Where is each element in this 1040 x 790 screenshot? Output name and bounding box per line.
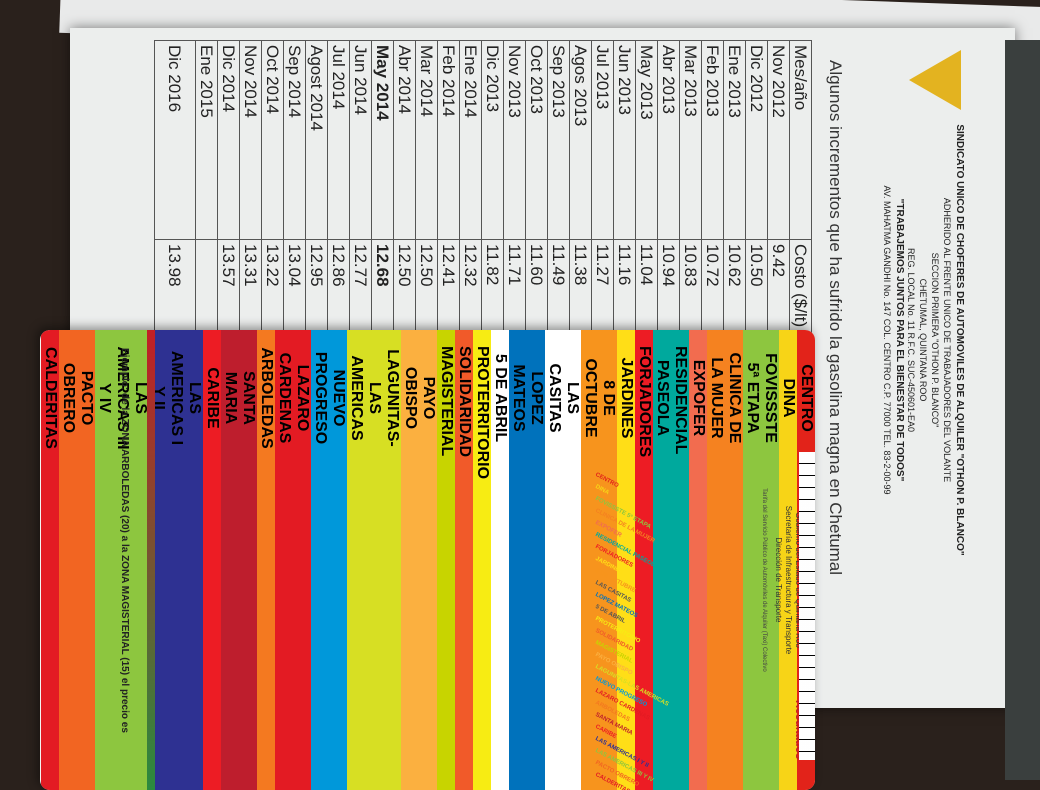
zone-name: ARBOLEDAS xyxy=(258,347,275,449)
zone-row: PROTERRITORIO xyxy=(473,330,815,790)
zone-row: CALDERITAS xyxy=(41,330,815,790)
month-cell: Jun 2014 xyxy=(349,40,372,240)
month-cell: Agost 2014 xyxy=(305,40,328,240)
month-cell: Dic 2016 xyxy=(154,40,196,240)
zone-name: 8 DE OCTUBRE xyxy=(582,358,617,438)
zone-name: LAS AMERICAS I Y II xyxy=(150,350,203,446)
zone-name: SANTA MARIA xyxy=(222,371,257,425)
zone-row: CLINICA DE LA MUJER xyxy=(707,330,815,790)
month-cell: Oct 2013 xyxy=(525,40,548,240)
document-title: Algunos incrementos que ha sufrido la ga… xyxy=(826,60,845,576)
month-cell: Mar 2013 xyxy=(679,40,702,240)
month-cell: Dic 2014 xyxy=(217,40,240,240)
zone-row: NUEVO PROGRESO xyxy=(311,330,815,790)
zone-name: LAZARO CARDENAS xyxy=(276,352,311,444)
zone-name: LOPEZ MATEOS xyxy=(510,364,545,432)
zone-name: LAS CASITAS xyxy=(546,363,581,433)
month-cell: May 2013 xyxy=(635,40,658,240)
month-cell: Ene 2014 xyxy=(459,40,482,240)
zone-row: ARBOLEDAS xyxy=(257,330,815,790)
zone-row: LAGUNITAS-LAS AMERICAS xyxy=(347,330,815,790)
zone-row: PAYO OBISPO xyxy=(401,330,815,790)
month-cell: Jun 2013 xyxy=(613,40,636,240)
month-cell: Feb 2013 xyxy=(701,40,724,240)
header-line: AV. MAHATMA GANDHI No. 147 COL. CENTRO C… xyxy=(882,185,892,495)
zone-name: FORJADORES xyxy=(636,346,653,458)
zone-row: LAS CASITAS xyxy=(545,330,815,790)
zone-row: LAZARO CARDENAS xyxy=(275,330,815,790)
zone-name: RESIDENCIAL PASEOLA xyxy=(654,346,689,455)
zone-name: SOLIDARIDAD xyxy=(456,346,473,458)
zone-row: RESIDENCIAL PASEOLA xyxy=(653,330,815,790)
header-line: SECCION PRIMERA "OTHON P. BLANCO" xyxy=(930,252,940,428)
month-cell: Nov 2012 xyxy=(767,40,790,240)
header-line: ADHERIDO AL FRENTE UNICO DE TRABAJADORES… xyxy=(942,197,952,483)
fare-card: Gobierno del Estado de Quintana RooSecre… xyxy=(40,330,815,790)
zone-row: CARIBE xyxy=(203,330,815,790)
month-cell: Jul 2013 xyxy=(591,40,614,240)
zone-row: MAGISTERIAL xyxy=(437,330,815,790)
zone-name: PAYO OBISPO xyxy=(402,366,437,430)
month-cell: Feb 2014 xyxy=(437,40,460,240)
zone-name: MAGISTERIAL xyxy=(438,346,455,457)
header-line: CHETUMAL, QUINTANA ROO xyxy=(918,278,928,402)
month-cell: May 2014 xyxy=(371,40,394,240)
zone-row: SANTA MARIA xyxy=(221,330,815,790)
month-cell: Mes/año xyxy=(789,40,812,240)
month-cell: Mar 2014 xyxy=(415,40,438,240)
zone-name: LAGUNITAS-LAS AMERICAS xyxy=(348,349,401,447)
card-tariff: Tarifa del Servicio Público de Automóvil… xyxy=(761,488,767,672)
government-line: Dirección de Transporte xyxy=(774,537,783,623)
month-cell: Nov 2013 xyxy=(503,40,526,240)
government-line: Secretaría de Infraestructura y Transpor… xyxy=(784,505,793,655)
zone-name: FOVISSSTE 5ª ETAPA xyxy=(744,353,779,443)
month-cell: Sep 2013 xyxy=(547,40,570,240)
zone-row: LOPEZ MATEOS xyxy=(509,330,815,790)
month-cell: Sep 2014 xyxy=(283,40,306,240)
month-cell: Dic 2012 xyxy=(745,40,768,240)
zone-row: SOLIDARIDAD xyxy=(455,330,815,790)
card-example: Ejemplo: de la ZONA ARBOLEDAS (20) a la … xyxy=(119,348,130,733)
month-cell: Oct 2014 xyxy=(261,40,284,240)
header-line: REG. LOCAL No. 11 R.F.C. SUC-450601-EA0 xyxy=(906,247,916,433)
zone-name: DINA xyxy=(780,378,797,418)
month-cell: Nov 2014 xyxy=(239,40,262,240)
fare-cells xyxy=(799,452,815,760)
card-stripe xyxy=(147,330,155,790)
zone-name: EXPOFER xyxy=(690,359,707,437)
zone-name: CALDERITAS xyxy=(42,347,59,449)
month-cell: Jul 2014 xyxy=(327,40,350,240)
zone-row: LAS AMERICAS I Y II xyxy=(149,330,815,790)
header-line: "TRABAJEMOS JUNTOS PARA EL BIENESTAR DE … xyxy=(894,198,905,482)
zone-name: CLINICA DE LA MUJER xyxy=(708,352,743,444)
month-cell: Abr 2014 xyxy=(393,40,416,240)
zone-name: CENTRO xyxy=(798,364,815,432)
zone-name: PROTERRITORIO xyxy=(474,346,491,480)
zone-name: JARDINES xyxy=(618,357,635,439)
zone-name: 5 DE ABRIL xyxy=(492,353,509,443)
zone-row: PACTO OBRERO xyxy=(59,330,815,790)
zone-row: EXPOFER xyxy=(689,330,815,790)
month-cell: Dic 2013 xyxy=(481,40,504,240)
zone-name: NUEVO PROGRESO xyxy=(312,351,347,445)
background-edge xyxy=(1005,40,1040,780)
zone-row: 5 DE ABRIL xyxy=(491,330,815,790)
month-cell: Abr 2013 xyxy=(657,40,680,240)
union-logo xyxy=(909,50,961,110)
zone-name: CARIBE xyxy=(204,367,221,429)
header-line: SINDICATO UNICO DE CHOFERES DE AUTOMOVIL… xyxy=(954,124,965,556)
month-cell: Agos 2013 xyxy=(569,40,592,240)
month-cell: Ene 2015 xyxy=(195,40,218,240)
zone-name: PACTO OBRERO xyxy=(60,362,95,434)
month-cell: Ene 2013 xyxy=(723,40,746,240)
